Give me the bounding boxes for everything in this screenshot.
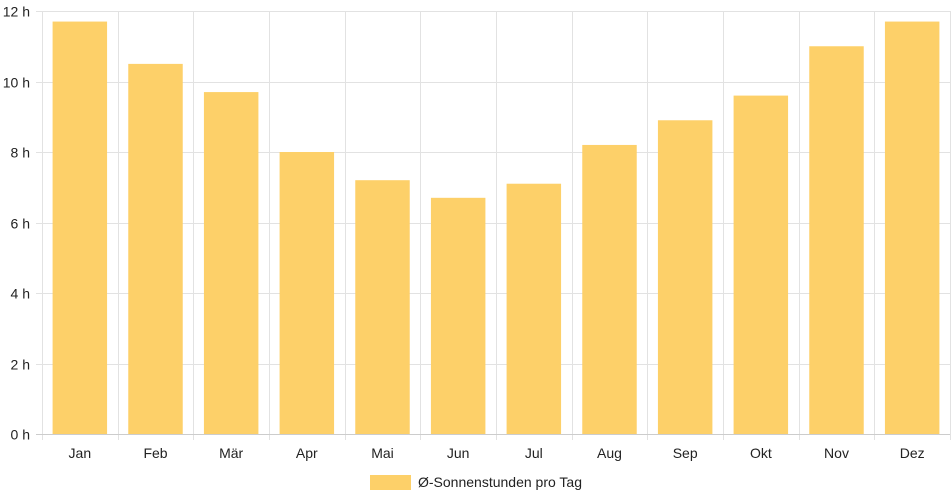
bar-nov[interactable] [809, 46, 864, 434]
x-tick-label: Feb [143, 445, 167, 461]
x-tick-label: Jun [447, 445, 470, 461]
legend[interactable]: Ø-Sonnenstunden pro Tag [370, 474, 582, 490]
bar-mai[interactable] [355, 180, 410, 434]
y-tick-label: 4 h [11, 286, 30, 302]
x-tick-label: Mär [219, 445, 243, 461]
legend-swatch[interactable] [370, 475, 411, 490]
x-tick-label: Mai [371, 445, 394, 461]
x-tick-label: Nov [824, 445, 849, 461]
bar-dez[interactable] [884, 21, 940, 434]
grid-lines [36, 11, 951, 440]
bar-apr[interactable] [279, 152, 335, 434]
bar-okt[interactable] [733, 95, 789, 434]
x-tick-label: Okt [750, 445, 772, 461]
x-tick-label: Apr [296, 445, 318, 461]
axis-layer: 0 h 2 h 4 h 6 h 8 h 10 h 12 h Jan Feb Mär Apr Mai Ju… [3, 4, 950, 461]
bar-sep[interactable] [657, 120, 713, 435]
x-tick-label: Dez [900, 445, 925, 461]
x-tick-label: Jul [525, 445, 543, 461]
bar-mär[interactable] [203, 92, 259, 434]
y-tick-label: 12 h [3, 4, 30, 20]
y-tick-label: 0 h [11, 427, 30, 443]
bar-jun[interactable] [430, 197, 486, 434]
bar-feb[interactable] [128, 63, 183, 435]
legend-label[interactable]: Ø-Sonnenstunden pro Tag [418, 474, 582, 490]
y-tick-label: 6 h [11, 216, 30, 232]
x-tick-label: Aug [597, 445, 622, 461]
x-tick-label: Jan [69, 445, 92, 461]
y-tick-label: 2 h [11, 357, 30, 373]
x-tick-label: Sep [673, 445, 698, 461]
bar-jan[interactable] [52, 21, 108, 434]
y-tick-label: 8 h [11, 145, 30, 161]
y-tick-label: 10 h [3, 75, 30, 91]
bar-jul[interactable] [506, 183, 562, 434]
bar-aug[interactable] [582, 144, 637, 434]
bar-series [52, 21, 940, 435]
